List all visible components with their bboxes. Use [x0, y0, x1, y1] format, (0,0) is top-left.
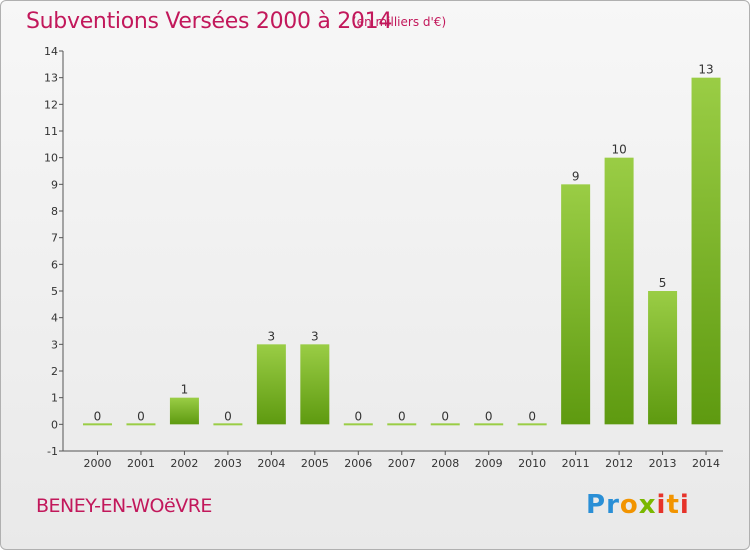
x-tick-label: 2006 — [344, 457, 372, 470]
bar — [430, 423, 460, 426]
bar — [474, 423, 504, 426]
data-label: 0 — [354, 409, 362, 423]
data-label: 9 — [572, 169, 580, 183]
x-tick-label: 2005 — [301, 457, 329, 470]
x-tick-label: 2013 — [649, 457, 677, 470]
y-tick-label: 13 — [44, 72, 58, 85]
x-tick-label: 2012 — [605, 457, 633, 470]
bar — [604, 157, 634, 425]
data-label: 0 — [94, 409, 102, 423]
y-tick-label: 1 — [51, 392, 58, 405]
bar — [561, 184, 591, 425]
bar — [169, 397, 199, 425]
data-label: 0 — [528, 409, 536, 423]
data-label: 3 — [311, 329, 319, 343]
bar — [83, 423, 112, 426]
y-tick-label: 8 — [51, 205, 58, 218]
data-label: 0 — [398, 409, 406, 423]
bar — [300, 344, 330, 425]
y-tick-label: 2 — [51, 365, 58, 378]
bar — [691, 77, 721, 425]
x-tick-label: 2014 — [692, 457, 720, 470]
bar — [387, 423, 417, 426]
x-tick-label: 2008 — [431, 457, 459, 470]
bar — [256, 344, 286, 425]
y-tick-label: 10 — [44, 152, 58, 165]
data-label: 5 — [659, 276, 667, 290]
bar — [213, 423, 243, 426]
x-tick-label: 2002 — [170, 457, 198, 470]
x-tick-label: 2010 — [518, 457, 546, 470]
data-label: 0 — [441, 409, 449, 423]
y-tick-label: 4 — [51, 312, 58, 325]
y-tick-label: 12 — [44, 98, 58, 111]
bar — [648, 291, 678, 425]
data-label: 0 — [224, 409, 232, 423]
y-tick-label: -1 — [47, 445, 58, 458]
y-tick-label: 6 — [51, 258, 58, 271]
y-tick-label: 9 — [51, 178, 58, 191]
data-label: 0 — [137, 409, 145, 423]
x-tick-label: 2000 — [84, 457, 112, 470]
units-note: (en milliers d'€) — [352, 15, 447, 29]
data-label: 13 — [698, 63, 713, 77]
data-label: 0 — [485, 409, 493, 423]
x-tick-label: 2007 — [388, 457, 416, 470]
y-tick-label: 11 — [44, 125, 58, 138]
data-label: 10 — [611, 143, 626, 157]
bar — [126, 423, 156, 426]
x-tick-label: 2004 — [257, 457, 285, 470]
y-tick-label: 3 — [51, 338, 58, 351]
data-label: 1 — [181, 383, 189, 397]
x-tick-label: 2003 — [214, 457, 242, 470]
bar — [517, 423, 547, 426]
data-label: 3 — [268, 329, 276, 343]
x-tick-label: 2011 — [562, 457, 590, 470]
y-tick-label: 14 — [44, 45, 58, 58]
chart-title: Subventions Versées 2000 à 2014 — [26, 9, 393, 34]
y-tick-label: 7 — [51, 232, 58, 245]
x-tick-label: 2009 — [475, 457, 503, 470]
proxiti-logo: Proxiti — [586, 490, 690, 520]
y-tick-label: 5 — [51, 285, 58, 298]
commune-name: BENEY-EN-WOëVRE — [36, 495, 212, 517]
x-tick-label: 2001 — [127, 457, 155, 470]
bar — [343, 423, 373, 426]
y-tick-label: 0 — [51, 418, 58, 431]
